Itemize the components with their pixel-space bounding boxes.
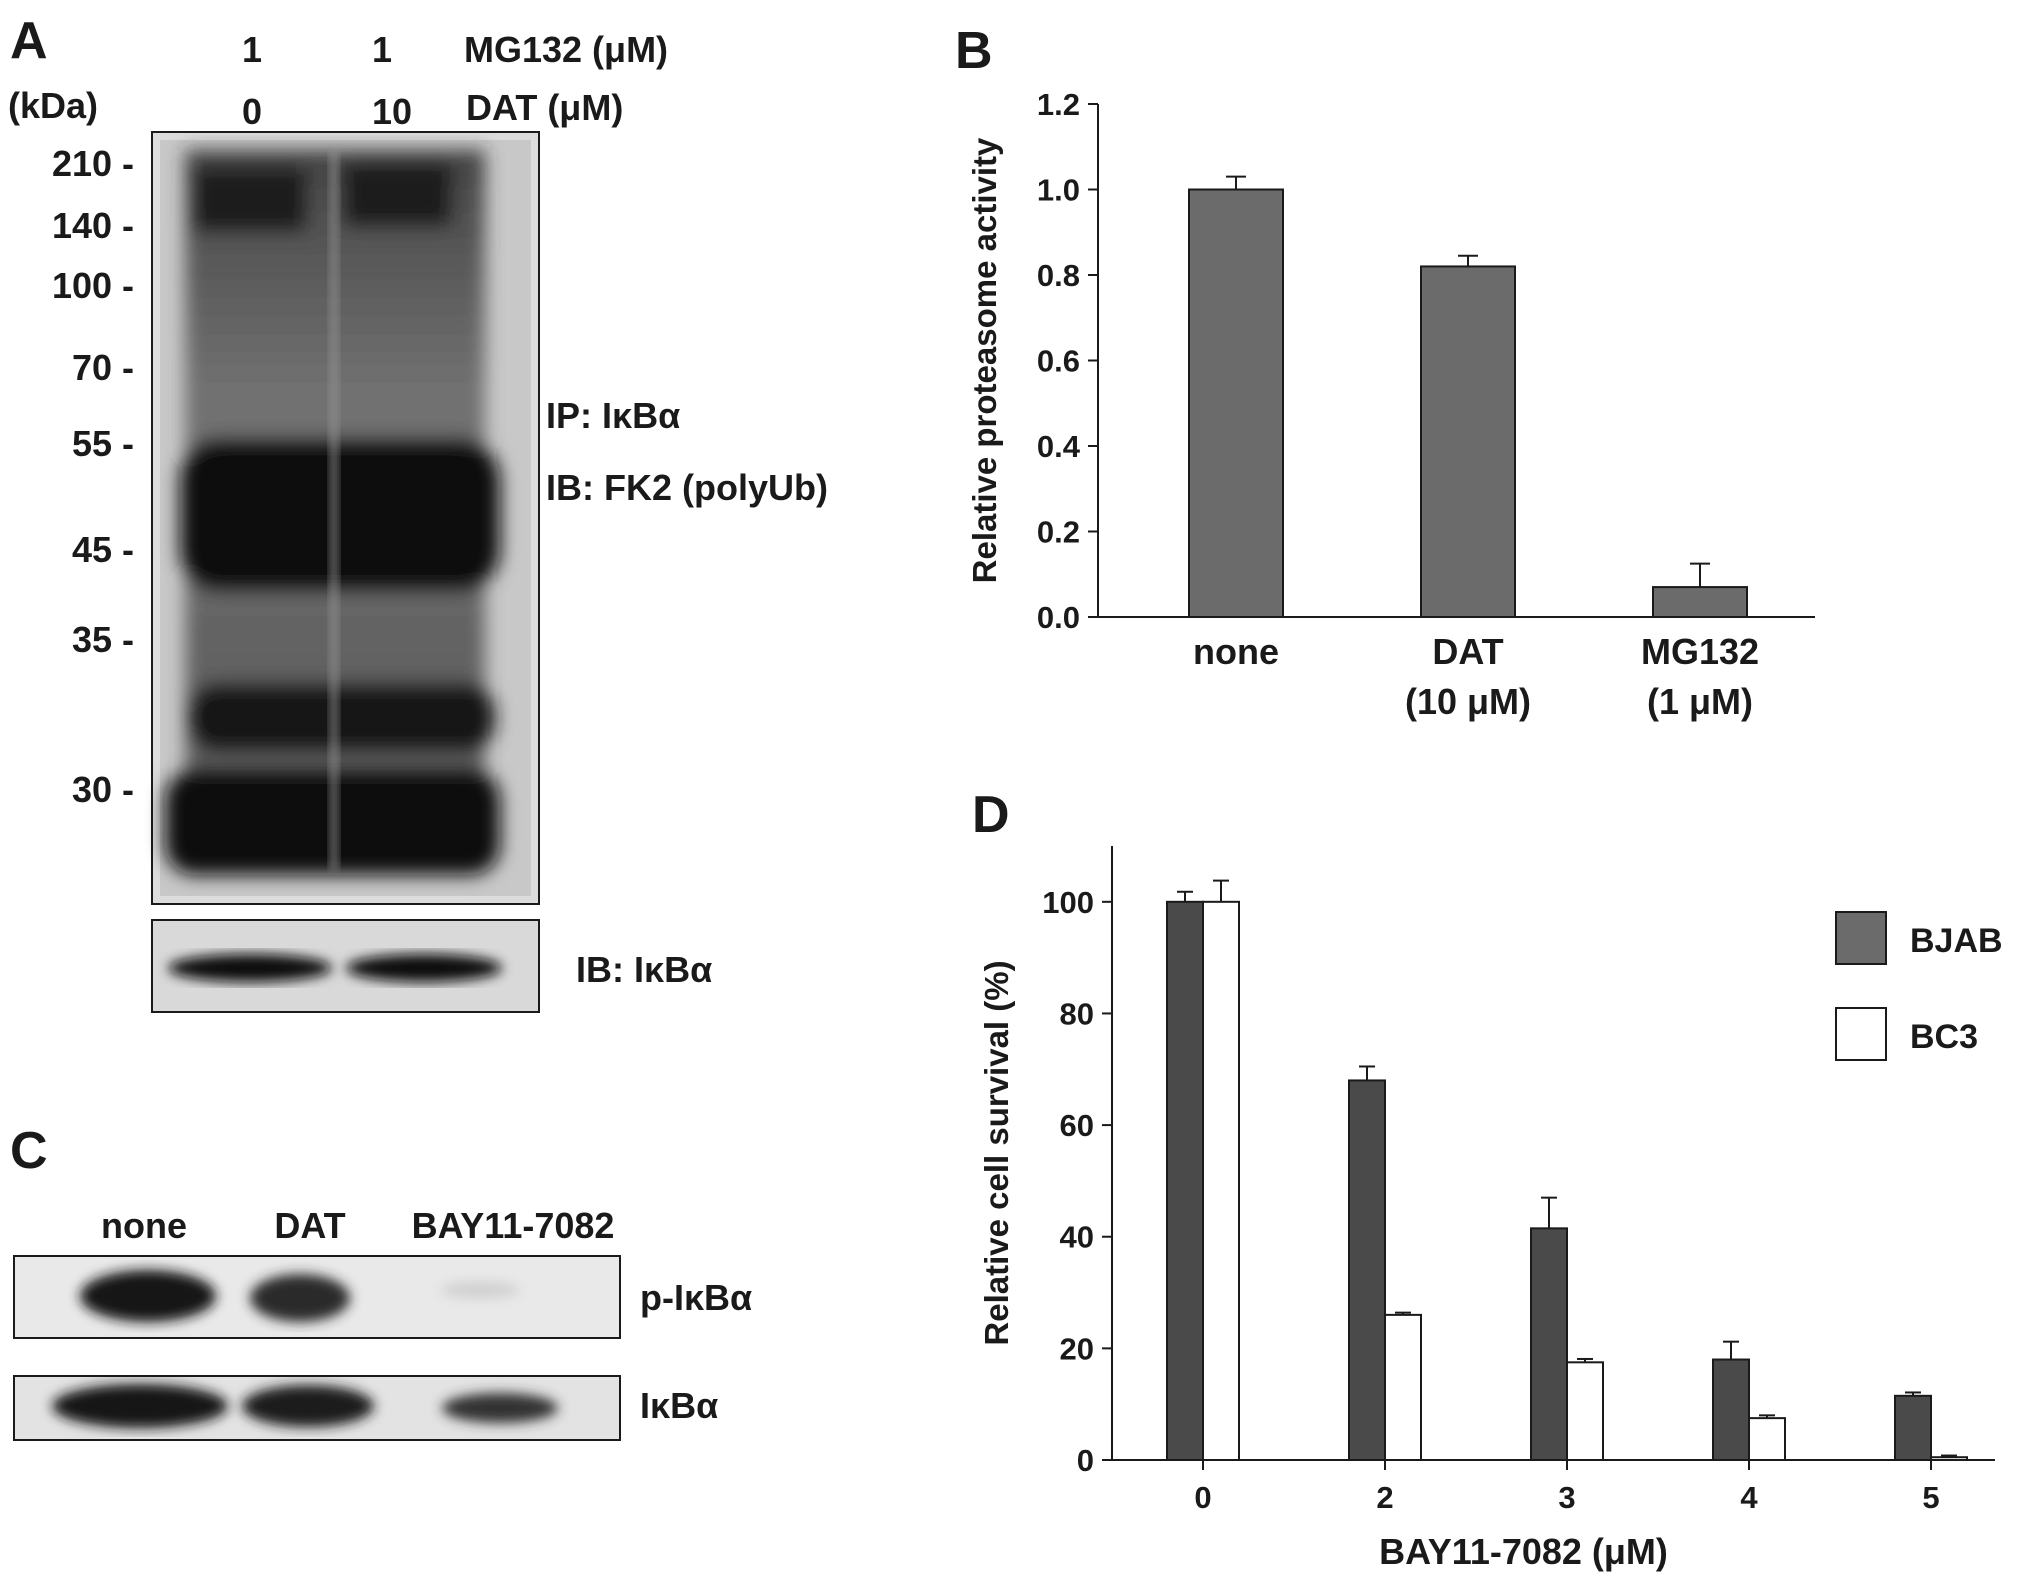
y-tick-label: 0.6: [1037, 344, 1080, 379]
legend-swatch-bc3: [1835, 1007, 1887, 1061]
x-tick-label: 5: [1922, 1480, 1939, 1515]
category-label: DAT: [1432, 631, 1503, 672]
bar-mg132: [1652, 586, 1748, 619]
bar-bc3-5: [1930, 1456, 1968, 1462]
y-tick-label: 60: [1060, 1108, 1094, 1143]
lane-label-bay: BAY11-7082: [412, 1205, 615, 1246]
marker-55: 55 -: [72, 423, 134, 464]
ib-fk2-label: IB: FK2 (polyUb): [546, 467, 828, 508]
panel-a-letter: A: [10, 12, 48, 70]
y-axis-title: Relative proteasome activity: [966, 137, 1003, 583]
legend: BJAB BC3: [1835, 911, 2003, 1061]
dat-value-lane2: 10: [372, 91, 412, 132]
panel-b: B 0.0 0.2 0.4 0.6 0.8 1.0 1.2 Relative proteaso…: [955, 22, 1815, 722]
bar-bjab-0: [1166, 900, 1204, 1461]
marker-70: 70 -: [72, 347, 134, 388]
bar-bjab-4: [1712, 1358, 1750, 1461]
kda-unit-label: (kDa): [8, 85, 98, 126]
ikba-loading-blot-image: [151, 919, 540, 1013]
dat-condition-label: DAT (μM): [466, 87, 623, 128]
bar-bc3-3: [1566, 1361, 1604, 1462]
p-ikba-label: p-IκBα: [640, 1277, 752, 1318]
category-label: (1 μM): [1647, 681, 1753, 722]
x-tick-label: 2: [1376, 1480, 1393, 1515]
y-tick-label: 1.2: [1037, 87, 1080, 122]
bar-bc3-2: [1384, 1313, 1422, 1461]
marker-210: 210 -: [52, 143, 134, 184]
y-tick-label: 0.8: [1037, 258, 1080, 293]
bar-bjab-3: [1530, 1227, 1568, 1461]
marker-30: 30 -: [72, 769, 134, 810]
panel-c-letter: C: [10, 1122, 48, 1180]
phospho-ikba-blot-image: [13, 1255, 621, 1339]
marker-35: 35 -: [72, 619, 134, 660]
lane-label-none: none: [101, 1205, 187, 1246]
dat-value-lane1: 0: [242, 91, 262, 132]
panel-b-letter: B: [955, 22, 993, 80]
proteasome-activity-chart: 0.0 0.2 0.4 0.6 0.8 1.0 1.2 Relative proteasome…: [966, 87, 1815, 722]
y-tick-label: 0.2: [1037, 515, 1080, 550]
mg132-value-lane2: 1: [372, 29, 392, 70]
y-axis-title: Relative cell survival (%): [978, 960, 1015, 1345]
marker-140: 140 -: [52, 205, 134, 246]
x-tick-label: 4: [1740, 1480, 1758, 1515]
x-tick-label: 0: [1194, 1480, 1211, 1515]
marker-100: 100 -: [52, 265, 134, 306]
y-tick-label: 0.0: [1037, 600, 1080, 635]
lane-label-dat: DAT: [274, 1205, 345, 1246]
bar-bjab-2: [1348, 1079, 1386, 1462]
bar-bjab-5: [1894, 1394, 1932, 1461]
ikba-label: IκBα: [640, 1385, 718, 1426]
ib-ikba-label: IB: IκBα: [576, 949, 712, 990]
total-ikba-blot-image: [13, 1375, 621, 1441]
bar-dat: [1420, 265, 1516, 618]
polyub-blot-image: [151, 131, 540, 905]
y-tick-label: 40: [1060, 1220, 1094, 1255]
legend-label-bc3: BC3: [1910, 1018, 1978, 1056]
bar-bc3-4: [1748, 1417, 1786, 1461]
category-label: none: [1193, 631, 1279, 672]
ip-ikba-label: IP: IκBα: [546, 395, 680, 436]
y-tick-label: 0.4: [1037, 429, 1081, 464]
bar-none: [1188, 188, 1284, 618]
category-label: MG132: [1641, 631, 1759, 672]
marker-45: 45 -: [72, 529, 134, 570]
y-tick-label: 20: [1060, 1331, 1094, 1366]
y-tick-label: 0: [1077, 1443, 1094, 1478]
y-tick-label: 100: [1042, 885, 1094, 920]
panel-c: C none DAT BAY11-7082 p-IκBα IκBα: [10, 1122, 752, 1441]
legend-swatch-bjab: [1835, 911, 1887, 965]
panel-d-letter: D: [972, 786, 1010, 844]
x-axis-title: BAY11-7082 (μM): [1379, 1531, 1668, 1572]
y-tick-label: 80: [1060, 996, 1094, 1031]
mg132-value-lane1: 1: [242, 29, 262, 70]
bar-bc3-0: [1202, 900, 1240, 1461]
legend-label-bjab: BJAB: [1910, 922, 2003, 960]
y-tick-label: 1.0: [1037, 173, 1080, 208]
x-tick-label: 3: [1558, 1480, 1575, 1515]
mg132-condition-label: MG132 (μM): [464, 29, 668, 70]
category-label: (10 μM): [1405, 681, 1531, 722]
panel-a: A (kDa) 1 1 MG132 (μM) 0 10 DAT (μM) 210…: [8, 12, 828, 1013]
